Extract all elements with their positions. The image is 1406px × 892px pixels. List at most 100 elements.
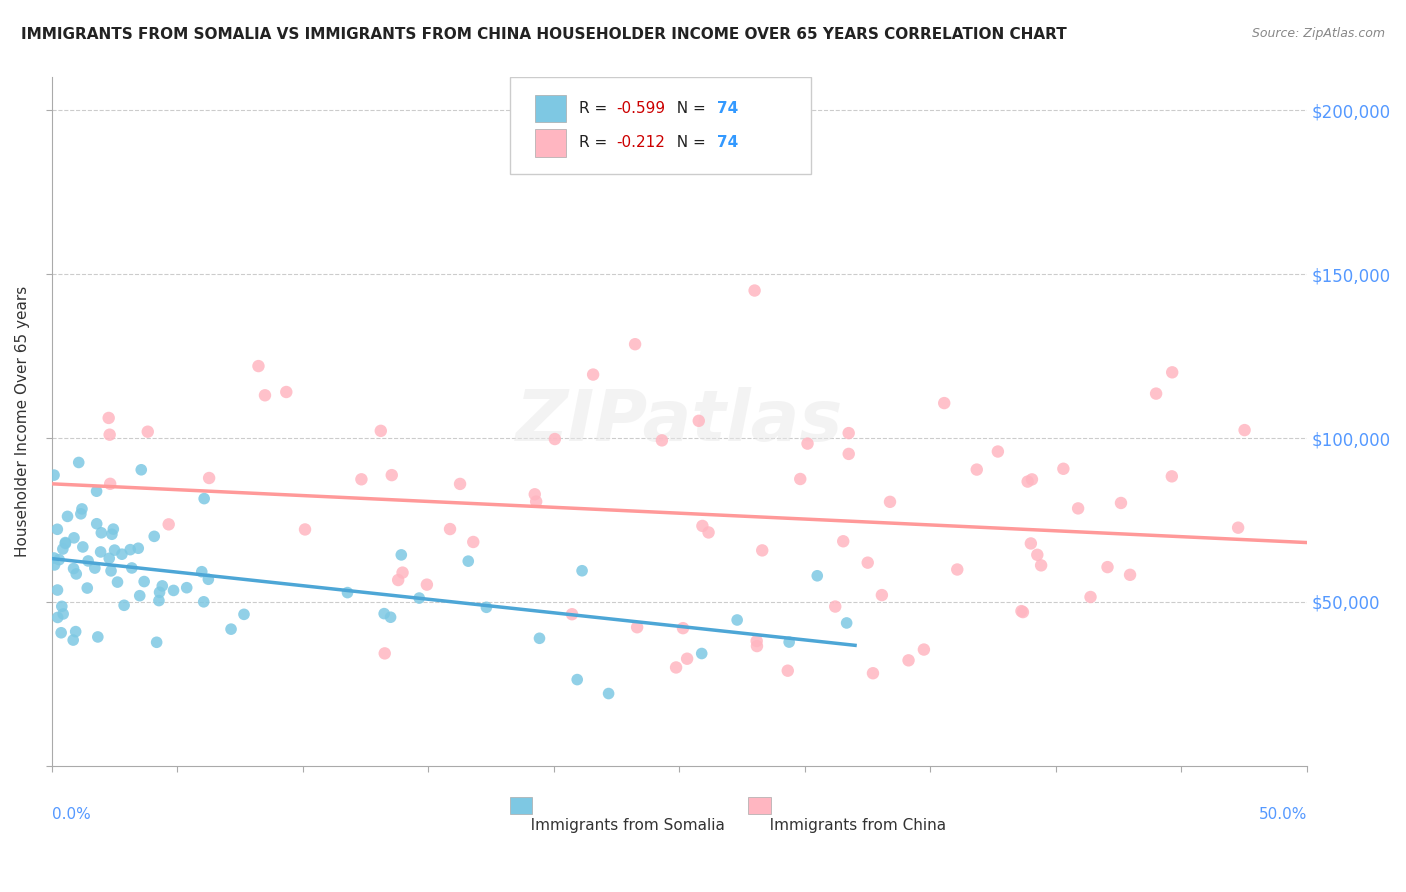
Text: R =: R = xyxy=(579,136,612,151)
Point xyxy=(690,647,713,661)
Point xyxy=(62,561,84,575)
Point xyxy=(1029,558,1052,573)
Point xyxy=(697,525,720,540)
Point xyxy=(100,564,122,578)
Point xyxy=(76,581,98,595)
Point xyxy=(52,607,75,621)
Point xyxy=(806,568,828,582)
Point xyxy=(86,516,108,531)
Text: -0.212: -0.212 xyxy=(616,136,665,151)
Point xyxy=(838,447,860,461)
Point xyxy=(103,522,125,536)
Point xyxy=(598,687,620,701)
Point xyxy=(176,581,198,595)
Point xyxy=(1010,604,1032,618)
Point xyxy=(751,543,773,558)
Point xyxy=(1160,469,1182,483)
Point xyxy=(457,554,479,568)
Point xyxy=(336,585,359,599)
Point xyxy=(67,455,90,469)
Point xyxy=(374,646,396,660)
Point xyxy=(561,607,583,622)
Point xyxy=(56,509,79,524)
Text: Immigrants from Somalia: Immigrants from Somalia xyxy=(516,818,725,832)
Point xyxy=(127,541,149,556)
Point xyxy=(567,673,589,687)
Point xyxy=(1109,496,1132,510)
Point xyxy=(65,566,87,581)
Point xyxy=(571,564,593,578)
Point xyxy=(463,535,485,549)
Point xyxy=(1346,120,1368,134)
FancyBboxPatch shape xyxy=(534,129,567,157)
Point xyxy=(416,577,439,591)
Point xyxy=(134,574,156,589)
Point xyxy=(129,463,152,477)
Point xyxy=(912,642,935,657)
Point xyxy=(233,607,256,622)
Point xyxy=(350,472,373,486)
Point xyxy=(796,436,818,450)
Point xyxy=(582,368,605,382)
Point xyxy=(101,527,124,541)
Text: -0.599: -0.599 xyxy=(616,101,665,116)
Point xyxy=(90,525,112,540)
Point xyxy=(72,540,94,554)
Point xyxy=(77,554,100,568)
Point xyxy=(987,444,1010,458)
Point xyxy=(46,522,69,536)
Point xyxy=(1097,560,1119,574)
Point xyxy=(70,502,93,516)
Text: N =: N = xyxy=(666,101,710,116)
Point xyxy=(111,547,134,561)
Point xyxy=(48,552,70,566)
Text: 74: 74 xyxy=(717,101,738,116)
Point xyxy=(475,600,498,615)
Text: Source: ZipAtlas.com: Source: ZipAtlas.com xyxy=(1251,27,1385,40)
Point xyxy=(1227,521,1250,535)
Point xyxy=(49,625,72,640)
Point xyxy=(193,595,215,609)
Point xyxy=(121,561,143,575)
Point xyxy=(52,541,75,556)
Point xyxy=(46,610,69,624)
Point xyxy=(391,566,413,580)
Point xyxy=(380,610,402,624)
Point xyxy=(838,426,860,441)
Point xyxy=(136,425,159,439)
Point xyxy=(1119,567,1142,582)
Point xyxy=(856,556,879,570)
Point xyxy=(626,620,648,634)
Point xyxy=(1067,501,1090,516)
Point xyxy=(294,523,316,537)
Point xyxy=(148,593,170,607)
Text: 74: 74 xyxy=(717,136,738,151)
Point xyxy=(745,634,768,648)
Point xyxy=(98,427,121,442)
Point xyxy=(529,632,551,646)
Point xyxy=(879,495,901,509)
Point xyxy=(157,517,180,532)
FancyBboxPatch shape xyxy=(510,78,811,174)
Point xyxy=(544,432,567,446)
Point xyxy=(946,562,969,576)
Point xyxy=(1017,475,1039,489)
FancyBboxPatch shape xyxy=(534,95,567,122)
Point xyxy=(1144,386,1167,401)
Point xyxy=(832,534,855,549)
Point xyxy=(90,545,112,559)
Point xyxy=(148,585,170,599)
Point xyxy=(651,434,673,448)
Point xyxy=(44,558,66,572)
Point xyxy=(776,664,799,678)
Text: 50.0%: 50.0% xyxy=(1258,807,1308,822)
Point xyxy=(789,472,811,486)
Point xyxy=(897,653,920,667)
Point xyxy=(870,588,893,602)
Point xyxy=(523,487,546,501)
Point xyxy=(193,491,215,506)
Point xyxy=(190,565,212,579)
Point xyxy=(1012,605,1035,619)
Point xyxy=(387,573,409,587)
FancyBboxPatch shape xyxy=(748,797,770,814)
